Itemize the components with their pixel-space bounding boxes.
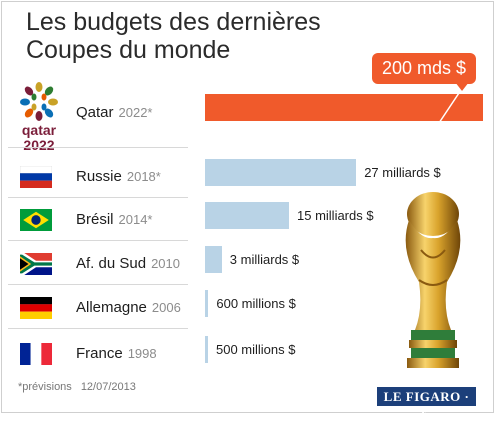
chart-title-line-1: Les budgets des dernières: [26, 8, 321, 36]
country-name: Af. du Sud: [76, 255, 147, 272]
country-year: 2018*: [126, 169, 161, 184]
value-label: 3 milliards $: [229, 252, 300, 267]
country-label: Russie 2018*: [76, 168, 161, 185]
value-label: 600 millions $: [216, 296, 296, 311]
country-label: France 1998: [76, 345, 157, 362]
flag-russia-icon: [20, 166, 52, 188]
country-name: France: [76, 345, 123, 362]
publication-date: 12/07/2013: [80, 381, 136, 393]
separator: [8, 197, 188, 198]
row-germany: Allemagne 2006 600 millions $: [0, 287, 495, 333]
footnote-text: *prévisions: [18, 381, 72, 393]
value-label: 15 milliards $: [297, 208, 374, 223]
qatar-2022-logo: qatar 2022: [20, 82, 58, 153]
separator: [8, 284, 188, 285]
value-callout: 200 mds $: [372, 53, 476, 84]
country-label: Af. du Sud 2010: [76, 255, 180, 272]
footnote: *prévisions 12/07/2013: [18, 381, 136, 393]
chart-title: Les budgets des dernières Coupes du mond…: [26, 8, 321, 64]
row-south-africa: Af. du Sud 2010 3 milliards $: [0, 243, 495, 289]
country-name: Russie: [76, 168, 122, 185]
country-year: 2006: [151, 300, 181, 315]
country-year: 1998: [127, 346, 157, 361]
value-label: 27 milliards $: [364, 165, 441, 180]
country-label: Allemagne 2006: [76, 299, 181, 316]
country-label: Qatar 2022*: [76, 104, 153, 121]
country-year: 2010: [151, 256, 180, 271]
country-name: Allemagne: [76, 299, 147, 316]
separator: [8, 328, 188, 329]
row-russia: Russie 2018* 27 milliards $: [0, 156, 495, 202]
flag-france-icon: [20, 343, 52, 365]
chart-title-line-2: Coupes du monde: [26, 36, 231, 64]
country-name: Brésil: [76, 211, 114, 228]
bar-brazil: [205, 202, 289, 229]
row-qatar: Qatar 2022*: [0, 91, 495, 137]
svg-text:qatar: qatar: [22, 122, 57, 138]
bar-south-africa: [205, 246, 222, 273]
row-brazil: Brésil 2014* 15 milliards $: [0, 199, 495, 245]
separator: [8, 147, 188, 148]
source-logo: LE FIGARO · fr: [377, 387, 476, 423]
bar-russia: [205, 159, 357, 186]
country-year: 2022*: [118, 105, 153, 120]
country-year: 2014*: [118, 212, 153, 227]
flag-south-africa-icon: [20, 253, 52, 275]
bar-france: [205, 336, 208, 363]
flag-brazil-icon: [20, 209, 52, 231]
flag-germany-icon: [20, 297, 52, 319]
row-france: France 1998 500 millions $: [0, 333, 495, 379]
country-name: Qatar: [76, 104, 114, 121]
separator: [8, 240, 188, 241]
callout-leader: [436, 90, 462, 127]
callout-tail: [455, 82, 469, 91]
value-label: 500 millions $: [216, 342, 296, 357]
bar-qatar: [205, 94, 483, 121]
svg-text:2022: 2022: [23, 137, 54, 153]
country-label: Brésil 2014*: [76, 211, 153, 228]
bar-germany: [205, 290, 209, 317]
world-cup-trophy-icon: [405, 192, 461, 368]
